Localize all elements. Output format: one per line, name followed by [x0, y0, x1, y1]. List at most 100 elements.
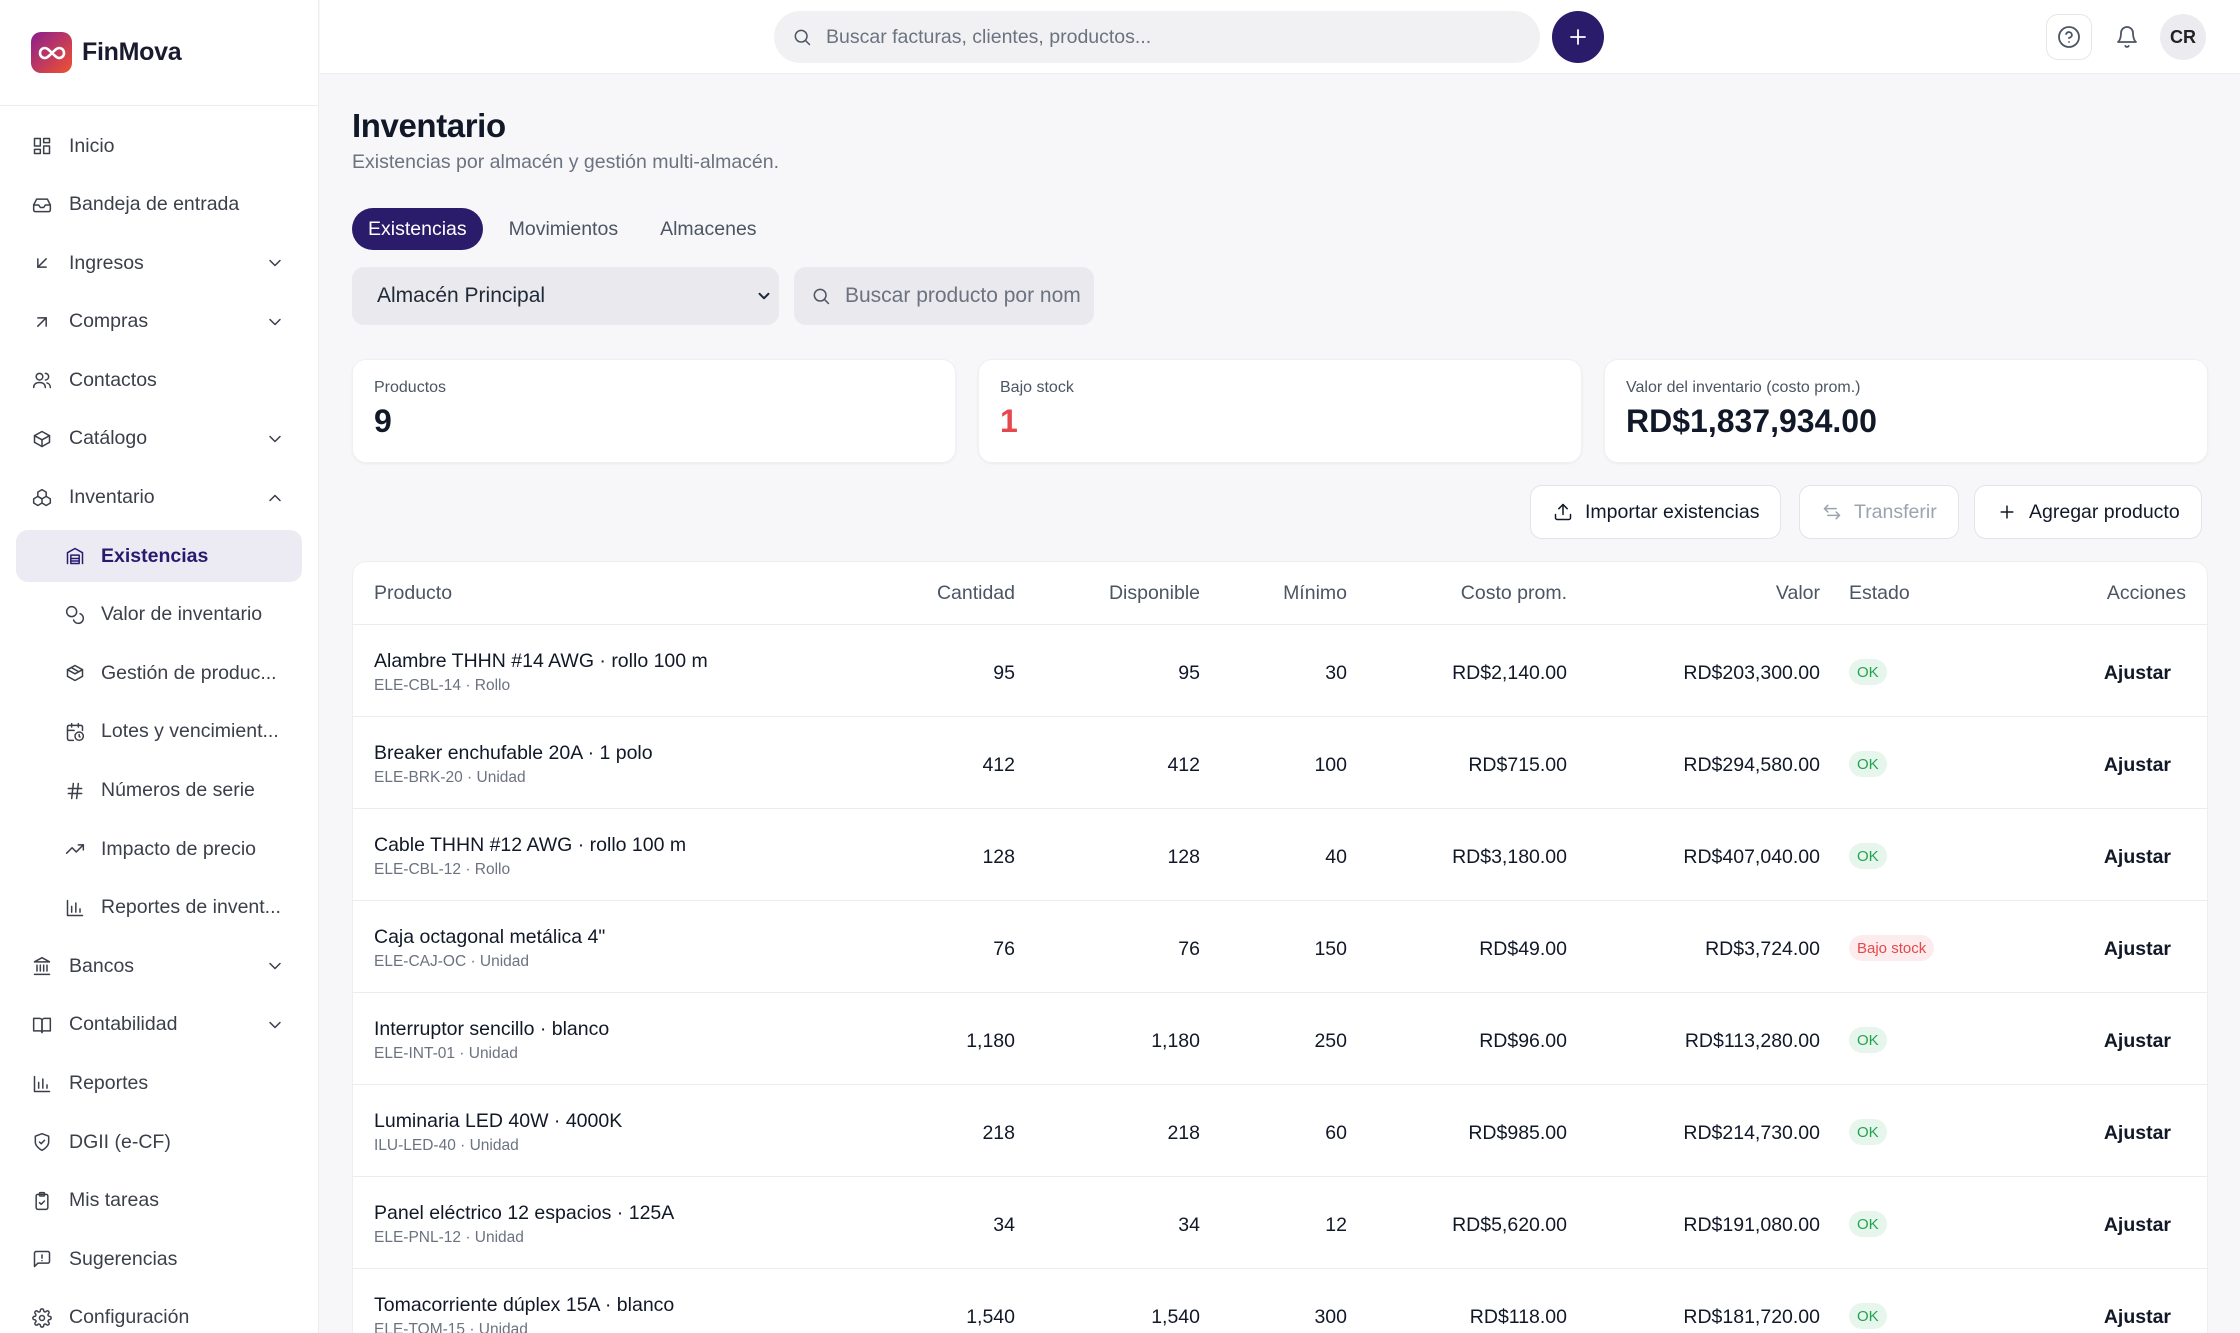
clipboard-icon [31, 1190, 53, 1212]
stat-card-valor-inventario: Valor del inventario (costo prom.) RD$1,… [1604, 359, 2208, 463]
package-icon [64, 662, 86, 684]
cell-minimo: 300 [1314, 1306, 1347, 1328]
sidebar-item-configuracion[interactable]: Configuración [16, 1292, 302, 1333]
product-name: Tomacorriente dúplex 15A · blanco [374, 1294, 675, 1316]
cell-minimo: 250 [1314, 1030, 1347, 1052]
tab-movimientos[interactable]: Movimientos [508, 217, 619, 240]
product-sku: ILU-LED-40 · Unidad [374, 1137, 519, 1154]
sidebar: FinMova Inicio Bandeja de entrada Ingres… [0, 0, 319, 1333]
sidebar-item-mis-tareas[interactable]: Mis tareas [16, 1175, 302, 1227]
chevron-down-icon [269, 259, 281, 267]
sidebar-item-bandeja[interactable]: Bandeja de entrada [16, 179, 302, 231]
product-sku: ELE-TOM-15 · Unidad [374, 1321, 528, 1333]
product-sku: ELE-INT-01 · Unidad [374, 1045, 518, 1062]
book-icon [31, 1014, 53, 1036]
grid-icon [31, 135, 53, 157]
sidebar-item-label: Bancos [69, 954, 135, 977]
cell-minimo: 150 [1314, 938, 1347, 960]
sidebar-item-inicio[interactable]: Inicio [16, 120, 302, 172]
table-row: Panel eléctrico 12 espacios · 125A ELE-P… [353, 1177, 2207, 1269]
sidebar-item-inventario[interactable]: Inventario [16, 472, 302, 524]
sidebar-item-valor-inventario[interactable]: Valor de inventario [16, 589, 302, 641]
import-stock-button[interactable]: Importar existencias [1530, 485, 1782, 539]
cell-costo: RD$5,620.00 [1452, 1214, 1567, 1236]
sidebar-item-label: Existencias [101, 544, 209, 567]
adjust-button[interactable]: Ajustar [2103, 1214, 2171, 1236]
sidebar-item-impacto-precio[interactable]: Impacto de precio [16, 823, 302, 875]
product-search-input[interactable]: Buscar producto por nom [794, 267, 1094, 325]
chevron-down-icon [269, 963, 281, 970]
sidebar-item-lotes[interactable]: Lotes y vencimient... [16, 706, 302, 758]
cell-disponible: 1,540 [1151, 1306, 1200, 1328]
col-costo: Costo prom. [1460, 582, 1567, 604]
col-minimo: Mínimo [1283, 582, 1347, 604]
adjust-button[interactable]: Ajustar [2103, 1306, 2171, 1328]
arrow-down-left-icon [31, 252, 53, 274]
sidebar-item-contabilidad[interactable]: Contabilidad [16, 999, 302, 1051]
sidebar-item-ingresos[interactable]: Ingresos [16, 237, 302, 289]
cell-cantidad: 412 [982, 754, 1015, 776]
sidebar-item-label: Valor de inventario [101, 603, 263, 626]
sidebar-item-label: Catálogo [69, 427, 148, 450]
brand[interactable]: FinMova [0, 0, 318, 106]
status-badge: Bajo stock [1849, 935, 1935, 961]
sidebar-item-reportes-inventario[interactable]: Reportes de invent... [16, 882, 302, 934]
arrows-swap-icon [1822, 502, 1842, 522]
adjust-button[interactable]: Ajustar [2103, 938, 2171, 960]
adjust-button[interactable]: Ajustar [2103, 662, 2171, 684]
tab-almacenes[interactable]: Almacenes [660, 217, 757, 240]
product-sku: ELE-CBL-14 · Rollo [374, 677, 511, 694]
col-producto: Producto [374, 582, 453, 604]
cell-disponible: 95 [1178, 662, 1200, 684]
trending-up-icon [64, 838, 86, 860]
sidebar-item-bancos[interactable]: Bancos [16, 940, 302, 992]
sidebar-item-gestion-productos[interactable]: Gestión de produc... [16, 647, 302, 699]
add-product-button[interactable]: Agregar producto [1974, 485, 2202, 539]
notifications-button[interactable] [2104, 14, 2150, 60]
sidebar-item-label: Compras [69, 310, 149, 333]
sidebar-item-existencias[interactable]: Existencias [16, 530, 302, 583]
cell-cantidad: 34 [993, 1214, 1015, 1236]
cell-valor: RD$3,724.00 [1705, 938, 1820, 960]
adjust-button[interactable]: Ajustar [2103, 754, 2171, 776]
quick-create-button[interactable] [1552, 11, 1604, 63]
warehouse-select[interactable]: Almacén Principal [352, 267, 779, 325]
global-search-input[interactable]: Buscar facturas, clientes, productos... [774, 11, 1540, 63]
calendar-clock-icon [64, 721, 86, 743]
gear-icon [31, 1307, 53, 1329]
cell-disponible: 412 [1167, 754, 1200, 776]
sidebar-item-contactos[interactable]: Contactos [16, 354, 302, 406]
page-title: Inventario [352, 107, 506, 144]
user-avatar[interactable]: CR [2160, 14, 2206, 60]
sidebar-item-label: Configuración [69, 1306, 190, 1329]
adjust-button[interactable]: Ajustar [2103, 1030, 2171, 1052]
sidebar-item-catalogo[interactable]: Catálogo [16, 413, 302, 465]
sidebar-item-compras[interactable]: Compras [16, 296, 302, 348]
sidebar-item-numeros-serie[interactable]: Números de serie [16, 765, 302, 817]
product-name: Cable THHN #12 AWG · rollo 100 m [374, 834, 687, 856]
sidebar-nav: Inicio Bandeja de entrada Ingresos Compr… [0, 106, 318, 1333]
product-sku: ELE-CBL-12 · Rollo [374, 861, 511, 878]
chevron-up-icon [269, 494, 281, 501]
cell-disponible: 1,180 [1151, 1030, 1200, 1052]
cell-valor: RD$294,580.00 [1683, 754, 1820, 776]
tabs: Existencias Movimientos Almacenes [352, 208, 783, 250]
help-button[interactable] [2046, 14, 2092, 60]
tab-existencias[interactable]: Existencias [352, 208, 483, 250]
adjust-button[interactable]: Ajustar [2103, 1122, 2171, 1144]
product-name: Panel eléctrico 12 espacios · 125A [374, 1202, 675, 1224]
sidebar-item-dgii[interactable]: DGII (e-CF) [16, 1116, 302, 1168]
product-name: Caja octagonal metálica 4" [374, 926, 606, 948]
bar-chart-icon [31, 1073, 53, 1095]
cell-valor: RD$113,280.00 [1684, 1030, 1820, 1052]
bell-icon [2117, 26, 2137, 48]
search-icon [794, 29, 811, 46]
col-cantidad: Cantidad [936, 582, 1015, 604]
status-badge: OK [1849, 751, 1887, 777]
sidebar-item-reportes[interactable]: Reportes [16, 1058, 302, 1110]
sidebar-item-sugerencias[interactable]: Sugerencias [16, 1233, 302, 1285]
transfer-button[interactable]: Transferir [1799, 485, 1959, 539]
col-estado: Estado [1849, 582, 1910, 604]
sidebar-item-label: Contabilidad [69, 1013, 178, 1036]
adjust-button[interactable]: Ajustar [2103, 846, 2171, 868]
